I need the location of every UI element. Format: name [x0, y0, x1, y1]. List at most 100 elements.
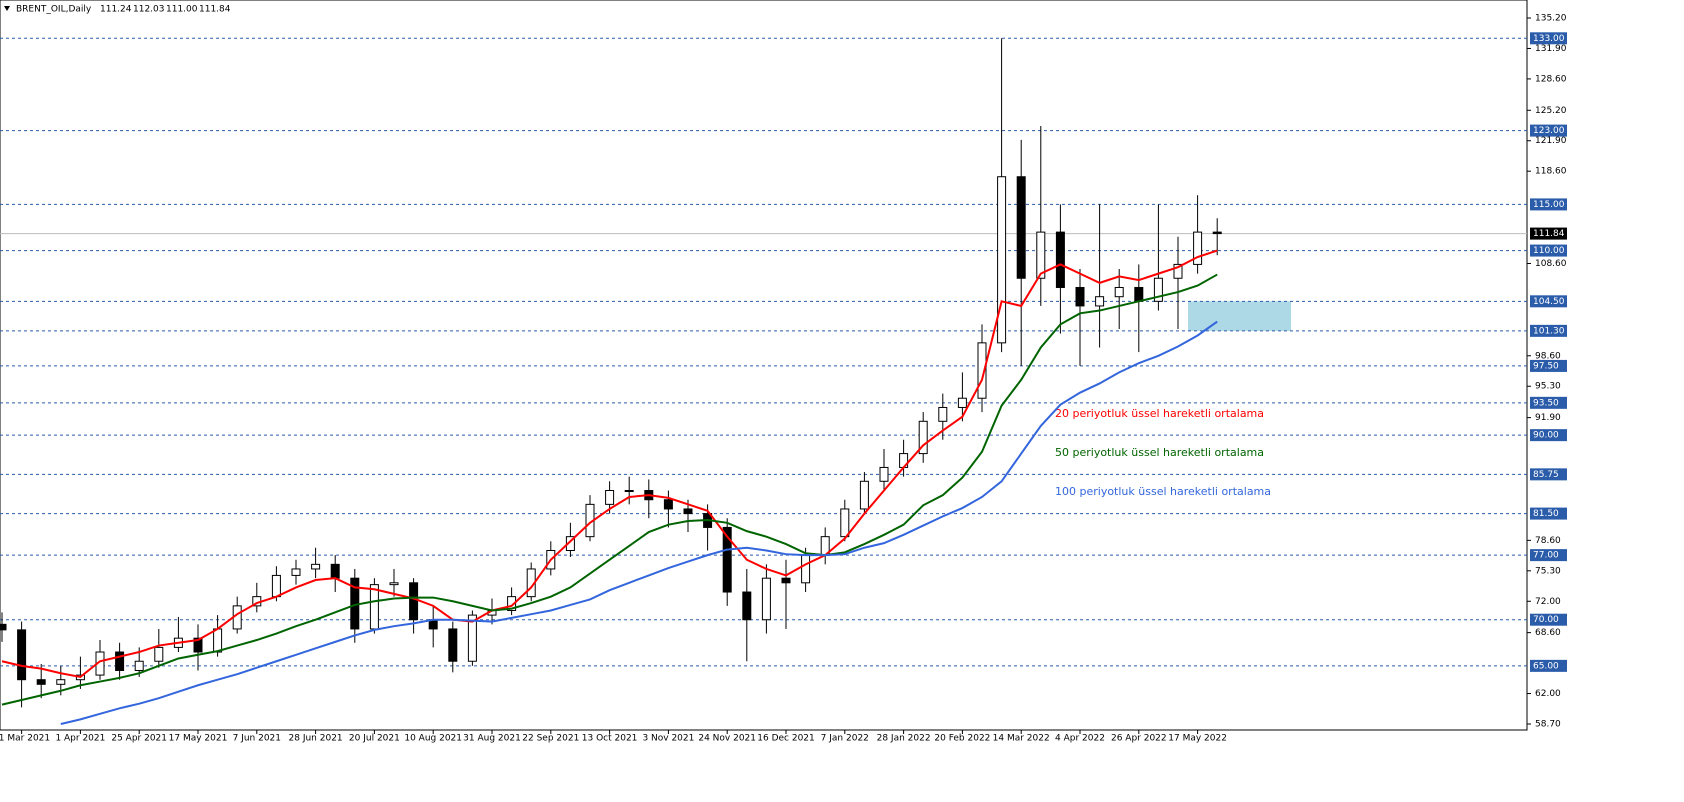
level-label: 90.00	[1533, 431, 1559, 441]
candle-body	[1114, 286, 1124, 298]
x-tick-label: 10 Aug 2021	[404, 734, 462, 744]
level-tag	[1530, 468, 1567, 481]
candle-body	[36, 679, 46, 685]
x-tick-label: 17 May 2022	[1168, 734, 1227, 744]
level-tag	[1530, 396, 1567, 409]
candle-body	[918, 420, 928, 455]
candle-body	[369, 584, 379, 630]
candle-body	[977, 342, 987, 399]
candle-body	[17, 629, 27, 681]
header-value: 112.03	[133, 5, 165, 15]
level-label: 101.30	[1533, 326, 1565, 336]
candle-body	[1095, 296, 1105, 307]
candle-body	[1055, 231, 1065, 288]
level-tag	[1530, 198, 1567, 211]
level-label: 93.50	[1533, 398, 1559, 408]
header-value: 111.84	[199, 5, 231, 15]
level-label: 133.00	[1533, 34, 1565, 44]
x-tick-label: 24 Nov 2021	[698, 734, 756, 744]
candle-body	[957, 397, 967, 408]
level-tag	[1530, 124, 1567, 137]
x-tick-label: 11 Mar 2021	[0, 734, 50, 744]
y-tick-label: 58.70	[1535, 720, 1561, 730]
candle-body	[1036, 231, 1046, 279]
level-label: 115.00	[1533, 200, 1565, 210]
candle-body	[409, 582, 419, 621]
symbol: BRENT_OIL,Daily	[16, 5, 92, 15]
header-value: 111.24	[100, 5, 132, 15]
y-tick-label: 131.90	[1535, 44, 1567, 54]
candle-body	[1193, 231, 1203, 265]
level-tag	[1530, 507, 1567, 520]
candle-body	[467, 614, 477, 662]
candle-body	[781, 577, 791, 584]
menu-arrow[interactable]	[4, 6, 10, 11]
candle-body	[1153, 277, 1163, 302]
candle-body	[565, 536, 575, 551]
annotation: 20 periyotluk üssel hareketli ortalama	[1055, 407, 1264, 420]
y-tick-label: 68.60	[1535, 628, 1561, 638]
y-tick-label: 78.60	[1535, 536, 1561, 546]
y-tick-label: 72.00	[1535, 597, 1561, 607]
x-tick-label: 1 Apr 2021	[55, 734, 105, 744]
y-tick-label: 98.60	[1535, 351, 1561, 361]
annotation: 100 periyotluk üssel hareketli ortalama	[1055, 485, 1271, 498]
x-tick-label: 28 Jun 2021	[289, 734, 343, 744]
level-tag	[1530, 324, 1567, 337]
candle-body	[213, 628, 223, 653]
candle-body	[56, 679, 66, 685]
y-tick-label: 108.60	[1535, 259, 1567, 269]
candle-body	[0, 623, 7, 631]
candle-body	[1173, 263, 1183, 279]
ma-line	[60, 320, 1218, 725]
level-label: 81.50	[1533, 509, 1559, 519]
header-value: 111.00	[166, 5, 198, 15]
level-tag	[1530, 32, 1567, 45]
x-tick-label: 28 Jan 2022	[877, 734, 931, 744]
y-tick-label: 128.60	[1535, 74, 1567, 84]
candle-body	[997, 176, 1007, 344]
candle-body	[859, 480, 869, 510]
candle-body	[663, 499, 673, 510]
level-label: 77.00	[1533, 551, 1559, 561]
level-label: 65.00	[1533, 661, 1559, 671]
level-tag	[1530, 549, 1567, 562]
level-label: 97.50	[1533, 361, 1559, 371]
level-label: 70.00	[1533, 615, 1559, 625]
x-tick-label: 13 Oct 2021	[582, 734, 638, 744]
candle-body	[389, 582, 399, 586]
candle-body	[840, 508, 850, 538]
y-tick-label: 121.90	[1535, 136, 1567, 146]
candle-body	[193, 637, 203, 653]
level-label: 110.00	[1533, 246, 1565, 256]
ma-line	[1, 249, 1218, 679]
candle-body	[1212, 231, 1222, 235]
candle-body	[683, 508, 693, 515]
x-tick-label: 25 Apr 2021	[111, 734, 167, 744]
candle-body	[761, 577, 771, 621]
x-tick-label: 17 May 2021	[169, 734, 228, 744]
candle-body	[801, 554, 811, 584]
x-tick-label: 22 Sep 2021	[522, 734, 579, 744]
level-label: 123.00	[1533, 126, 1565, 136]
x-tick-label: 14 Mar 2022	[993, 734, 1050, 744]
zone	[1188, 301, 1291, 331]
candle-body	[605, 490, 615, 505]
candle-body	[742, 591, 752, 621]
candle-body	[134, 660, 144, 671]
candle-body	[271, 574, 281, 598]
candle-body	[624, 490, 634, 493]
x-tick-label: 20 Feb 2022	[934, 734, 990, 744]
candle-body	[1016, 176, 1026, 279]
x-tick-label: 7 Jan 2022	[821, 734, 869, 744]
candle-body	[115, 651, 125, 671]
level-tag	[1530, 295, 1567, 308]
y-tick-label: 125.20	[1535, 106, 1567, 116]
candle-body	[722, 526, 732, 593]
candle-body	[448, 628, 458, 662]
candle-body	[1134, 286, 1144, 302]
last-price-label: 111.84	[1533, 229, 1565, 239]
x-tick-label: 4 Apr 2022	[1055, 734, 1105, 744]
x-tick-label: 16 Dec 2021	[757, 734, 815, 744]
